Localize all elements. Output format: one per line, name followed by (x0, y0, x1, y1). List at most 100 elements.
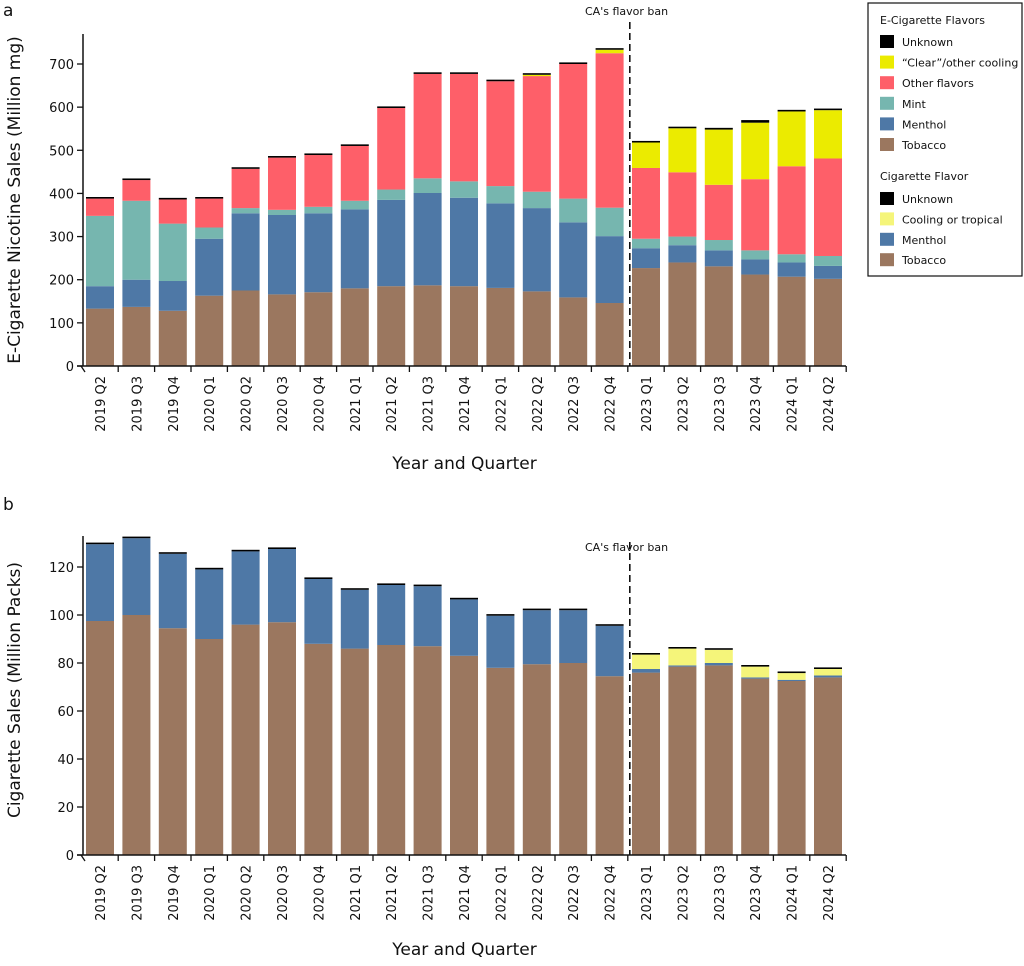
x-tick-label: 2019 Q3 (130, 376, 145, 432)
bar-segment-unknown (704, 127, 733, 130)
x-tick-label: 2021 Q4 (458, 376, 473, 432)
bar-segment-unknown (195, 197, 224, 199)
y-axis-title: E-Cigarette Nicotine Sales (Million mg) (5, 36, 25, 364)
y-tick-label: 500 (49, 144, 74, 159)
x-tick-label: 2020 Q1 (203, 865, 218, 921)
y-tick-label: 200 (49, 274, 74, 289)
bar-segment-tobacco (632, 672, 660, 855)
bar-segment-cooling-or-tropical (814, 669, 842, 676)
x-tick-label: 2020 Q4 (312, 865, 327, 921)
bar-segment-unknown (668, 647, 697, 649)
x-tick-label: 2021 Q4 (458, 865, 473, 921)
bar-segment-menthol (450, 197, 478, 287)
bar-segment-other-flavors (704, 184, 733, 241)
bar-segment-unknown (231, 549, 260, 552)
legend-swatch (880, 35, 894, 48)
bar-segment-tobacco (668, 666, 697, 855)
x-tick-label: 2022 Q1 (494, 865, 509, 921)
bar-segment-menthol (231, 551, 260, 625)
legend-item-label: Unknown (902, 36, 953, 49)
legend-swatch (880, 253, 894, 267)
legend-swatch (880, 212, 894, 226)
bar-segment-menthol (814, 675, 842, 678)
bar-segment-unknown (304, 577, 333, 579)
bar-segment--clear-other-cooling (522, 74, 551, 77)
bar-segment-menthol (632, 248, 660, 269)
bar-segment-unknown (340, 144, 369, 146)
bar-segment-menthol (268, 215, 296, 295)
x-tick-label: 2019 Q2 (94, 376, 109, 432)
bar-segment-cooling-or-tropical (632, 654, 660, 669)
bar-segment-unknown (86, 197, 114, 199)
bar-segment--clear-other-cooling (668, 128, 697, 173)
bar-segment-tobacco (377, 286, 406, 366)
y-tick-label: 40 (57, 753, 74, 768)
y-tick-label: 80 (57, 657, 74, 672)
x-tick-label: 2023 Q2 (676, 376, 691, 432)
bar-segment-menthol (86, 286, 114, 309)
bar-segment-menthol (231, 213, 260, 291)
bar-segment-tobacco (704, 266, 733, 366)
bar-segment-unknown (632, 653, 660, 655)
x-tick-label: 2019 Q3 (130, 865, 145, 921)
bar-segment-menthol (668, 665, 697, 667)
y-tick-label: 60 (57, 705, 74, 720)
bar-segment-unknown (304, 153, 333, 156)
x-tick-label: 2019 Q4 (167, 865, 182, 921)
bar-segment-menthol (777, 262, 806, 277)
bar-segment-tobacco (231, 624, 260, 855)
bar-segment-mint (195, 227, 224, 239)
bar-segment-menthol (486, 615, 515, 668)
legend-swatch (880, 138, 894, 151)
bar-segment-menthol (559, 222, 588, 298)
bar-segment-tobacco (741, 678, 770, 855)
bar-segment-unknown (86, 542, 114, 545)
legend-swatch (880, 192, 894, 205)
bar-segment-mint (741, 250, 770, 260)
bar-segment-tobacco (595, 303, 624, 366)
bar-segment-cooling-or-tropical (777, 673, 806, 680)
x-tick-label: 2020 Q2 (240, 376, 255, 432)
legend-title-ecig: E-Cigarette Flavors (880, 14, 985, 27)
y-tick-label: 700 (49, 58, 74, 73)
bar-segment-unknown (450, 72, 478, 74)
x-tick-label: 2020 Q1 (203, 376, 218, 432)
bar-segment-tobacco (231, 290, 260, 366)
legend-swatch (880, 96, 894, 110)
x-tick-label: 2023 Q2 (676, 865, 691, 921)
bar-segment-mint (559, 198, 588, 223)
x-tick-label: 2021 Q2 (385, 865, 400, 921)
bar-segment-other-flavors (231, 168, 260, 209)
panel-label: a (3, 1, 13, 21)
y-tick-label: 100 (49, 317, 74, 332)
y-axis-title: Cigarette Sales (Million Packs) (5, 562, 25, 818)
bar-segment-mint (268, 209, 296, 215)
bar-segment-other-flavors (632, 167, 660, 239)
bar-segment-other-flavors (195, 198, 224, 228)
legend-item-label: Menthol (902, 118, 946, 131)
bar-segment-mint (158, 223, 187, 282)
bar-segment--clear-other-cooling (704, 129, 733, 185)
bar-segment-unknown (231, 167, 260, 169)
x-axis-title: Year and Quarter (391, 454, 536, 474)
bar-segment-tobacco (268, 294, 296, 366)
bar-segment-tobacco (304, 643, 333, 855)
y-tick-label: 120 (49, 561, 74, 576)
x-tick-label: 2023 Q3 (713, 865, 728, 921)
x-tick-label: 2022 Q1 (494, 376, 509, 432)
bar-segment-tobacco (522, 664, 551, 855)
x-tick-label: 2020 Q3 (276, 865, 291, 921)
bar-segment-unknown (522, 608, 551, 611)
bar-segment-other-flavors (304, 155, 333, 207)
x-tick-label: 2024 Q1 (786, 376, 801, 432)
bar-segment-mint (777, 254, 806, 263)
bar-segment-menthol (814, 265, 842, 279)
bar-segment-other-flavors (158, 199, 187, 224)
bar-segment-unknown (122, 178, 151, 181)
bar-segment-menthol (268, 549, 296, 623)
x-tick-label: 2024 Q1 (786, 865, 801, 921)
bar-segment-menthol (522, 610, 551, 665)
bar-segment-menthol (741, 259, 770, 275)
legend-item-label: Menthol (902, 234, 946, 247)
legend-item-label: “Clear”/other cooling (902, 57, 1018, 70)
